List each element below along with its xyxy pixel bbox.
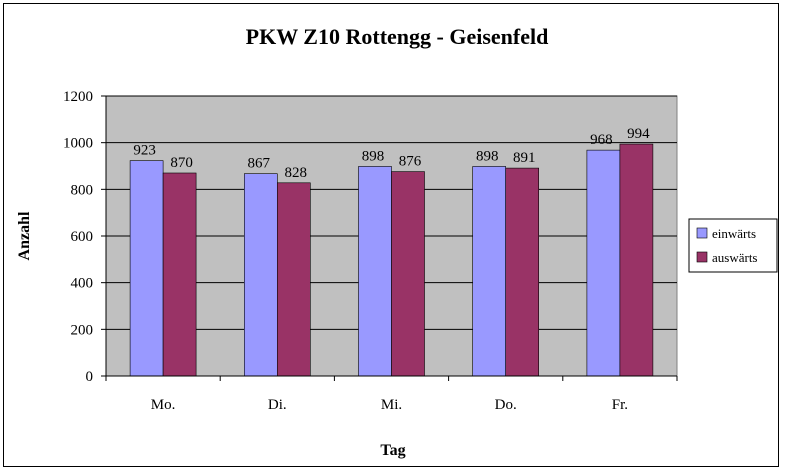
x-tick-label: Di. xyxy=(268,397,287,413)
y-axis-title: Anzahl xyxy=(16,211,33,260)
x-tick-label: Mo. xyxy=(151,397,176,413)
chart-title: PKW Z10 Rottengg - Geisenfeld xyxy=(246,24,549,49)
x-tick-labels: Mo. Di. Mi. Do. Fr. xyxy=(151,397,628,413)
data-label: 870 xyxy=(170,155,193,171)
y-tick-label: 800 xyxy=(71,182,94,198)
axes xyxy=(101,95,678,381)
data-label: 891 xyxy=(513,150,536,166)
bars xyxy=(129,143,654,377)
bar xyxy=(162,172,197,377)
bar xyxy=(276,182,311,377)
y-tick-labels: 0 200 400 600 800 1000 1200 xyxy=(63,89,93,385)
y-tick-label: 1000 xyxy=(63,136,93,152)
bar xyxy=(129,160,164,377)
data-label: 923 xyxy=(133,143,156,159)
data-label: 994 xyxy=(627,126,650,142)
bar xyxy=(358,166,392,377)
y-tick-label: 1200 xyxy=(63,89,93,105)
x-axis-title: Tag xyxy=(380,442,405,459)
data-labels: 923 870 867 828 898 876 898 891 968 994 xyxy=(133,126,650,181)
legend: einwärts auswärts xyxy=(688,218,778,273)
data-label: 876 xyxy=(399,154,422,170)
x-tick-label: Fr. xyxy=(612,397,628,413)
y-tick-label: 600 xyxy=(71,229,94,245)
legend-label: auswärts xyxy=(712,250,758,265)
data-label: 898 xyxy=(362,148,385,164)
data-label: 828 xyxy=(285,165,308,181)
y-tick-label: 200 xyxy=(71,322,94,338)
bar xyxy=(391,171,425,377)
legend-swatch xyxy=(696,251,708,263)
bar xyxy=(586,149,621,377)
y-tick-label: 400 xyxy=(71,276,94,292)
legend-swatch xyxy=(696,227,708,239)
x-tick-label: Mi. xyxy=(381,397,402,413)
bar xyxy=(505,167,540,377)
legend-label: einwärts xyxy=(712,226,756,241)
bar xyxy=(472,166,507,377)
data-label: 898 xyxy=(476,148,499,164)
x-tick-label: Do. xyxy=(495,397,517,413)
data-label: 968 xyxy=(590,132,613,148)
data-label: 867 xyxy=(248,156,271,172)
bar xyxy=(244,173,278,377)
bar xyxy=(619,143,654,377)
y-tick-label: 0 xyxy=(86,369,94,385)
